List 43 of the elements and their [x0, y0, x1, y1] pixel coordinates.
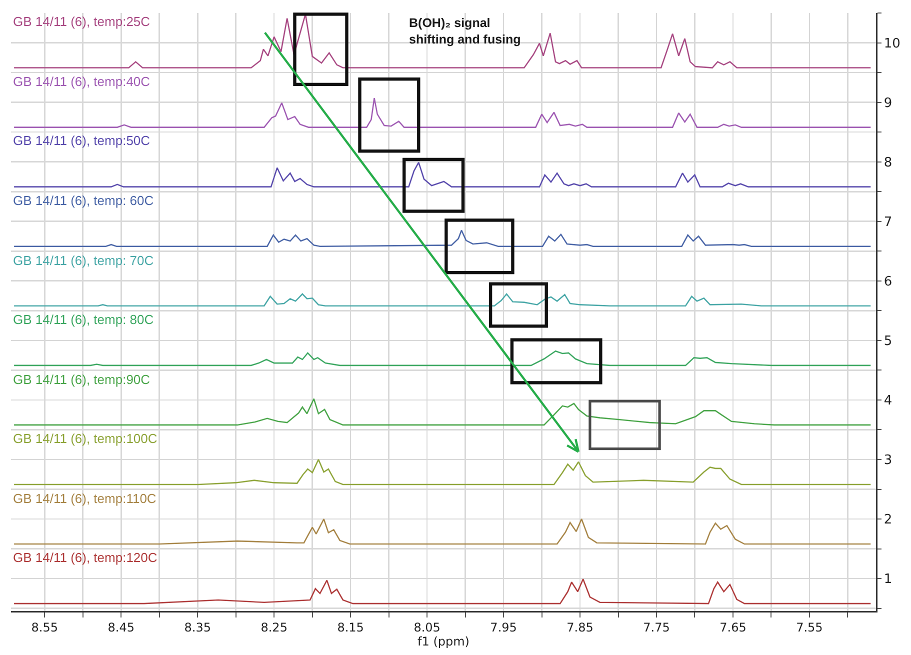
y-tick-label: 4: [884, 394, 892, 409]
x-tick-label: 7.85: [566, 620, 594, 635]
line-series: [13, 230, 872, 248]
text: GB 14/11 (6), temp:50C: [13, 133, 150, 148]
line-series: [13, 97, 872, 128]
text: GB 14/11 (6), temp:110C: [13, 491, 156, 506]
x-tick-label: 8.15: [337, 620, 364, 635]
x-tick-label: 8.45: [108, 620, 134, 635]
x-tick-label: 7.55: [796, 620, 823, 635]
text: GB 14/11 (6), temp:90C: [13, 372, 150, 387]
line-series: [13, 14, 872, 68]
y-tick-label: 8: [884, 155, 892, 170]
x-tick-label: 8.05: [414, 620, 440, 635]
y-tick-label: 5: [884, 334, 892, 349]
line-series: [13, 293, 872, 307]
x-tick-label: 8.55: [31, 620, 58, 635]
line-series: [13, 162, 872, 188]
x-tick-label: 7.75: [643, 620, 670, 635]
text: GB 14/11 (6), temp:25C: [13, 14, 150, 29]
text: GB 14/11 (6), temp:40C: [13, 74, 150, 89]
y-tick-label: 7: [884, 214, 892, 230]
y-tick-label: 9: [884, 96, 892, 111]
x-tick-label: 8.35: [184, 620, 211, 635]
x-tick-label: 7.95: [490, 620, 517, 635]
y-tick-label: 3: [884, 453, 892, 468]
text: GB 14/11 (6), temp:100C: [13, 431, 158, 446]
text: GB 14/11 (6), temp: 70C: [13, 253, 154, 268]
y-tick-label: 2: [884, 512, 892, 528]
y-tick-label: 10: [884, 36, 900, 52]
annotation: B(OH)₂ signal shifting and fusing: [409, 16, 521, 46]
y-tick-label: 1: [884, 572, 892, 588]
x-axis-title: f1 (ppm): [418, 634, 470, 649]
line-series: [13, 458, 872, 486]
line-series: [13, 398, 872, 426]
text: GB 14/11 (6), temp: 60C: [13, 193, 154, 208]
x-tick-label: 7.65: [720, 620, 746, 635]
line-series: [13, 578, 872, 604]
y-tick-label: 6: [884, 274, 892, 290]
x-tick-label: 8.25: [260, 620, 288, 635]
line-series: [13, 518, 872, 545]
line-series: [13, 350, 872, 366]
text: GB 14/11 (6), temp: 80C: [13, 312, 154, 327]
text: GB 14/11 (6), temp:120C: [13, 550, 158, 565]
